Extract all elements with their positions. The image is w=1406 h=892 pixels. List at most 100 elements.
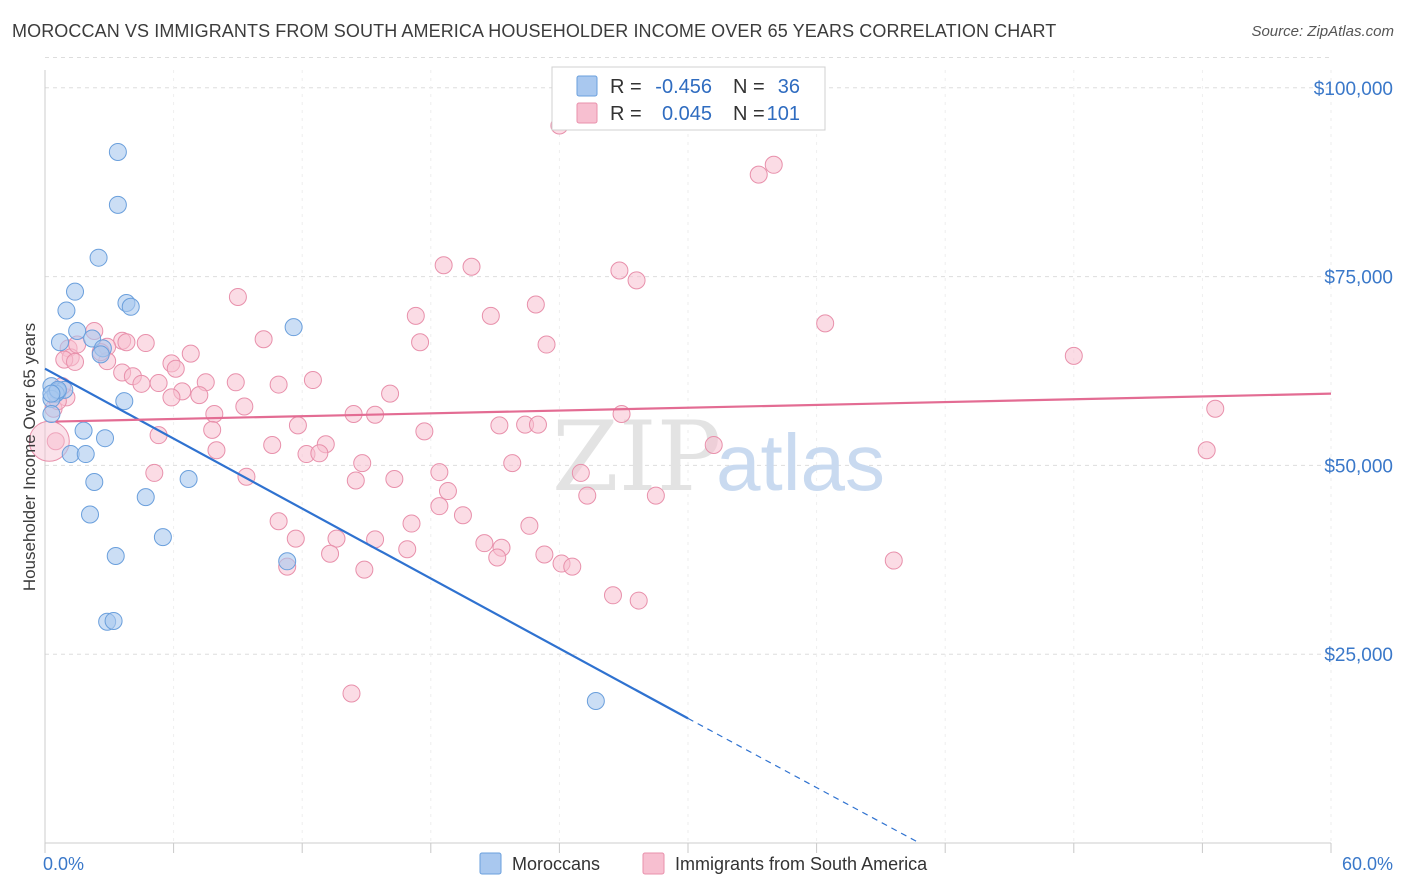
pink-point	[342, 684, 361, 703]
pink-point	[764, 155, 783, 174]
pink-point	[490, 416, 509, 435]
blue-point	[68, 321, 87, 340]
pink-point	[481, 306, 500, 325]
bottom-legend-immigrants: Immigrants from South America	[675, 854, 928, 874]
watermark-zip: ZIP	[552, 401, 721, 513]
pink-point	[610, 261, 629, 280]
y-tick-label: $100,000	[1314, 79, 1393, 100]
blue-trend-line	[44, 367, 689, 720]
blue-point	[153, 528, 172, 547]
pink-point	[205, 405, 224, 424]
pink-point	[1197, 441, 1216, 460]
pink-point	[578, 486, 597, 505]
y-axis-label: Householder Income Over 65 years	[20, 323, 39, 591]
trend-lines	[44, 367, 1332, 844]
pink-point	[254, 330, 273, 349]
blue-point	[96, 429, 115, 448]
blue-point	[85, 472, 104, 491]
blue-point	[57, 301, 76, 320]
pink-point	[181, 344, 200, 363]
pink-point	[288, 416, 307, 435]
blue-point	[586, 692, 605, 711]
legend-r-label-1: R =	[610, 76, 642, 98]
pink-point	[353, 454, 372, 473]
pink-point	[132, 374, 151, 393]
pink-point	[207, 441, 226, 460]
y-tick-labels: $25,000 $50,000 $75,000 $100,000	[1314, 79, 1393, 666]
blue-point	[108, 142, 127, 161]
pink-trend-line	[55, 392, 1332, 423]
pink-point	[228, 287, 247, 306]
blue-point	[91, 345, 110, 364]
pink-point	[149, 374, 168, 393]
blue-point	[76, 445, 95, 464]
blue-point	[284, 318, 303, 337]
blue-point	[51, 333, 70, 352]
pink-point	[411, 333, 430, 352]
pink-point	[430, 497, 449, 516]
bottom-legend-moroccans: Moroccans	[512, 854, 600, 874]
y-tick-label: $25,000	[1324, 645, 1393, 666]
pink-point	[1064, 346, 1083, 365]
pink-point	[406, 306, 425, 325]
source-label: Source: ZipAtlas.com	[1251, 23, 1394, 40]
pink-point	[603, 586, 622, 605]
chart-title: MOROCCAN VS IMMIGRANTS FROM SOUTH AMERIC…	[12, 21, 1057, 41]
blue-point	[74, 421, 93, 440]
pink-point	[269, 375, 288, 394]
bottom-swatch-immigrants	[642, 852, 665, 875]
pink-point	[627, 271, 646, 290]
pink-point	[162, 388, 181, 407]
blue-point	[42, 405, 61, 424]
pink-point	[166, 359, 185, 378]
blue-point	[121, 297, 140, 316]
pink-point	[646, 486, 665, 505]
blue-point	[61, 445, 80, 464]
pink-point	[537, 335, 556, 354]
pink-point	[749, 165, 768, 184]
pink-point	[385, 469, 404, 488]
blue-series-points	[42, 142, 605, 711]
pink-point	[355, 560, 374, 579]
pink-point	[190, 386, 209, 405]
pink-point	[226, 373, 245, 392]
legend-n-value-2: 101	[767, 103, 800, 125]
pink-point	[263, 435, 282, 454]
pink-point	[346, 471, 365, 490]
pink-point	[503, 454, 522, 473]
pink-point	[235, 397, 254, 416]
legend-n-label-1: N =	[733, 76, 765, 98]
pink-point	[488, 548, 507, 567]
blue-point	[106, 547, 125, 566]
pink-point	[526, 295, 545, 314]
x-tick-min: 0.0%	[43, 854, 84, 874]
blue-point	[108, 195, 127, 214]
pink-point	[149, 426, 168, 445]
pink-point	[816, 314, 835, 333]
pink-point	[66, 352, 85, 371]
pink-point	[430, 463, 449, 482]
legend-r-value-1: -0.456	[655, 76, 712, 98]
pink-point	[704, 435, 723, 454]
pink-point	[1206, 399, 1225, 418]
pink-point	[381, 384, 400, 403]
blue-point	[278, 552, 297, 571]
pink-point	[136, 334, 155, 353]
pink-point	[438, 482, 457, 501]
watermark-atlas: atlas	[716, 418, 885, 507]
pink-point	[117, 333, 136, 352]
pink-point	[453, 506, 472, 525]
pink-point	[629, 591, 648, 610]
correlation-legend: R = -0.456 N = 36 R = 0.045 N = 101	[551, 66, 826, 131]
blue-point	[81, 505, 100, 524]
legend-r-value-2: 0.045	[662, 103, 712, 125]
y-tick-label: $75,000	[1324, 268, 1393, 289]
axis-layer	[44, 70, 1331, 844]
pink-point	[520, 516, 539, 535]
pink-point	[402, 514, 421, 533]
legend-swatch-blue	[576, 75, 598, 97]
blue-point	[115, 392, 134, 411]
legend-swatch-pink	[576, 102, 598, 124]
blue-point	[89, 248, 108, 267]
